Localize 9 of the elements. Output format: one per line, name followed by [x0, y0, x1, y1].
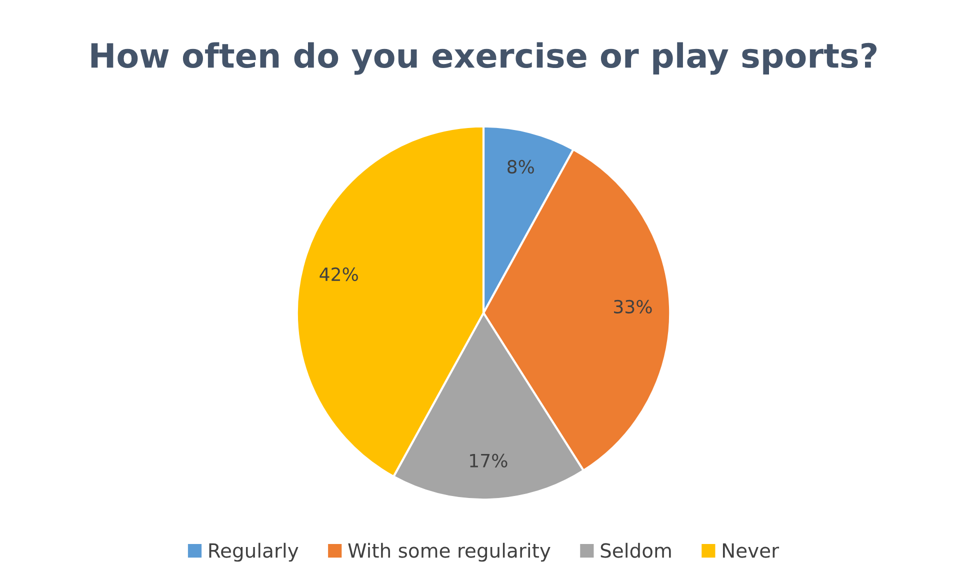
data-label: 42%	[320, 267, 358, 282]
legend-label: Regularly	[209, 542, 298, 562]
legend-label: Seldom	[600, 542, 671, 558]
data-label: 8%	[508, 160, 534, 174]
legend-label: With some regularity	[348, 542, 550, 562]
legend-label: Never	[722, 543, 780, 558]
chart-title: How often do you exercise or play sports?	[91, 42, 877, 75]
data-label: 17%	[470, 454, 508, 468]
data-label: 33%	[614, 300, 652, 314]
